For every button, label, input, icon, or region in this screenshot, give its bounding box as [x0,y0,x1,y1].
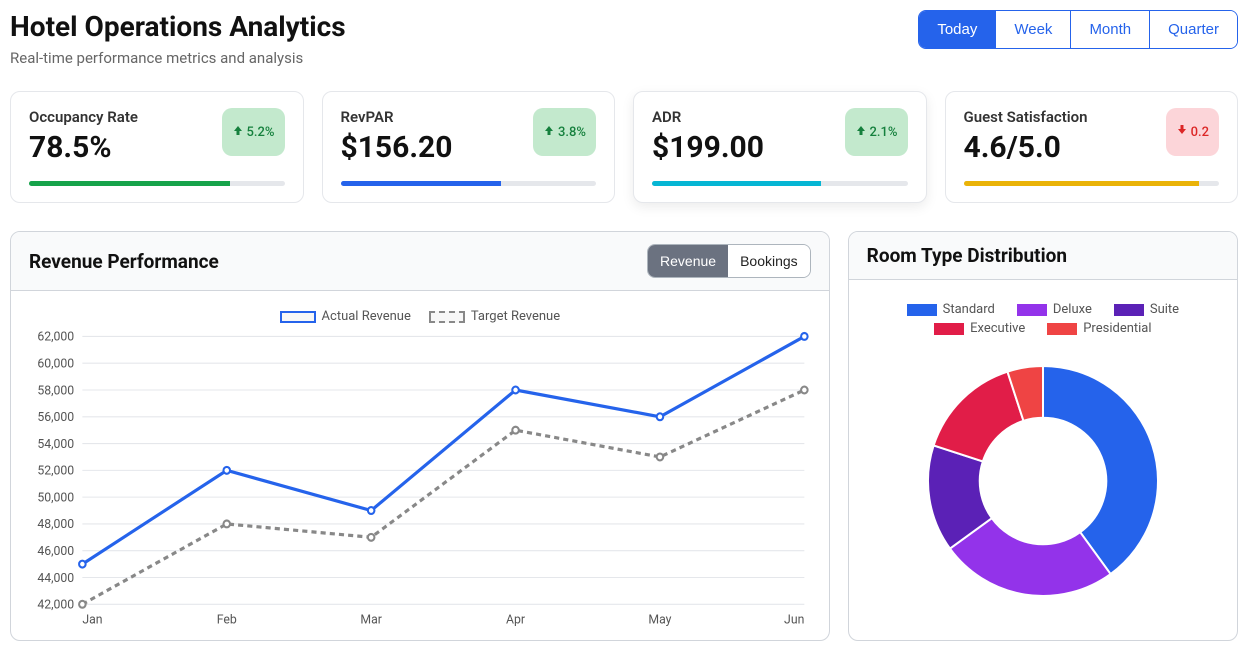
svg-text:54,000: 54,000 [37,437,74,452]
arrow-up-icon [232,124,244,140]
svg-text:52,000: 52,000 [37,463,74,478]
legend-item: Suite [1114,302,1179,317]
period-tab-month[interactable]: Month [1071,11,1150,48]
svg-text:42,000: 42,000 [37,597,74,612]
svg-text:60,000: 60,000 [37,356,74,371]
period-tab-week[interactable]: Week [996,11,1071,48]
revenue-panel-title: Revenue Performance [29,250,219,273]
kpi-value: $156.20 [341,130,453,165]
room-type-chart [903,346,1183,606]
kpi-value: 4.6/5.0 [964,130,1088,165]
revenue-toggle-group: RevenueBookings [647,244,811,278]
svg-text:Feb: Feb [217,612,237,627]
svg-text:62,000: 62,000 [37,330,74,345]
svg-text:46,000: 46,000 [37,544,74,559]
kpi-value: 78.5% [29,130,138,165]
svg-text:48,000: 48,000 [37,517,74,532]
kpi-label: Guest Satisfaction [964,108,1088,126]
arrow-down-icon [1176,124,1188,140]
kpi-progress [964,181,1220,186]
kpi-grid: Occupancy Rate 78.5% 5.2% RevPAR $156.20… [10,91,1238,203]
legend-item: Actual Revenue [280,309,411,324]
kpi-value: $199.00 [652,130,764,165]
svg-text:Mar: Mar [360,612,382,627]
svg-text:Jun: Jun [784,612,804,627]
svg-text:58,000: 58,000 [37,383,74,398]
kpi-progress [341,181,597,186]
legend-item: Executive [934,321,1025,336]
kpi-delta: 3.8% [533,108,596,156]
room-type-panel: Room Type Distribution Standard Deluxe Sui… [848,231,1238,641]
page-title: Hotel Operations Analytics [10,10,346,43]
period-tab-quarter[interactable]: Quarter [1150,11,1237,48]
legend-item: Target Revenue [429,309,560,324]
legend-item: Standard [907,302,995,317]
page-subtitle: Real-time performance metrics and analys… [10,49,346,67]
svg-text:Apr: Apr [506,612,526,627]
revenue-legend: Actual Revenue Target Revenue [21,309,819,324]
kpi-progress [29,181,285,186]
arrow-up-icon [543,124,555,140]
svg-text:56,000: 56,000 [37,410,74,425]
revenue-chart: 42,000 44,000 46,000 48,000 50,000 52,000 54,0… [21,330,819,630]
kpi-delta: 0.2 [1166,108,1219,156]
kpi-delta: 2.1% [845,108,908,156]
room-type-legend: Standard Deluxe Suite Executive Presidential [859,302,1227,336]
period-tabs: TodayWeekMonthQuarter [918,10,1238,49]
svg-text:May: May [648,612,671,627]
toggle-bookings[interactable]: Bookings [728,245,810,277]
room-type-title: Room Type Distribution [867,244,1067,267]
kpi-label: ADR [652,108,764,126]
svg-text:44,000: 44,000 [37,571,74,586]
svg-text:Jan: Jan [82,612,102,627]
legend-item: Presidential [1047,321,1151,336]
revenue-panel: Revenue Performance RevenueBookings Actu… [10,231,830,641]
kpi-label: RevPAR [341,108,453,126]
legend-item: Deluxe [1017,302,1092,317]
kpi-card: ADR $199.00 2.1% [633,91,927,203]
toggle-revenue[interactable]: Revenue [648,245,728,277]
kpi-card: Guest Satisfaction 4.6/5.0 0.2 [945,91,1239,203]
kpi-progress [652,181,908,186]
kpi-card: Occupancy Rate 78.5% 5.2% [10,91,304,203]
arrow-up-icon [855,124,867,140]
kpi-card: RevPAR $156.20 3.8% [322,91,616,203]
svg-text:50,000: 50,000 [37,490,74,505]
kpi-delta: 5.2% [222,108,285,156]
period-tab-today[interactable]: Today [919,11,996,48]
kpi-label: Occupancy Rate [29,108,138,126]
